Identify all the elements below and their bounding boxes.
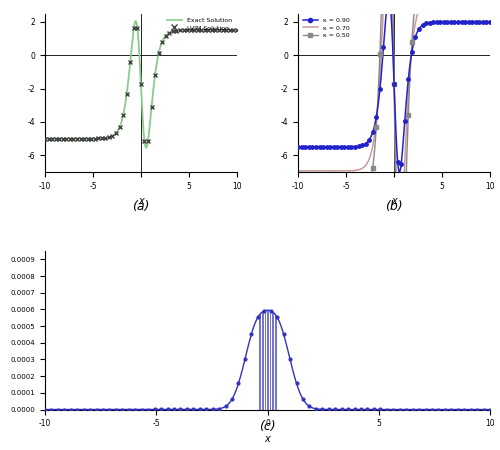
X-axis label: x: x — [138, 196, 144, 206]
Legend: Exact Solution, LVIM Solution: Exact Solution, LVIM Solution — [166, 17, 234, 32]
Text: (b): (b) — [386, 200, 403, 213]
X-axis label: x: x — [264, 434, 270, 444]
Text: (c): (c) — [259, 420, 276, 433]
Text: (a): (a) — [132, 200, 150, 213]
X-axis label: x: x — [391, 196, 397, 206]
Legend: κ = 0.90, κ = 0.70, κ = 0.50: κ = 0.90, κ = 0.70, κ = 0.50 — [302, 17, 351, 39]
